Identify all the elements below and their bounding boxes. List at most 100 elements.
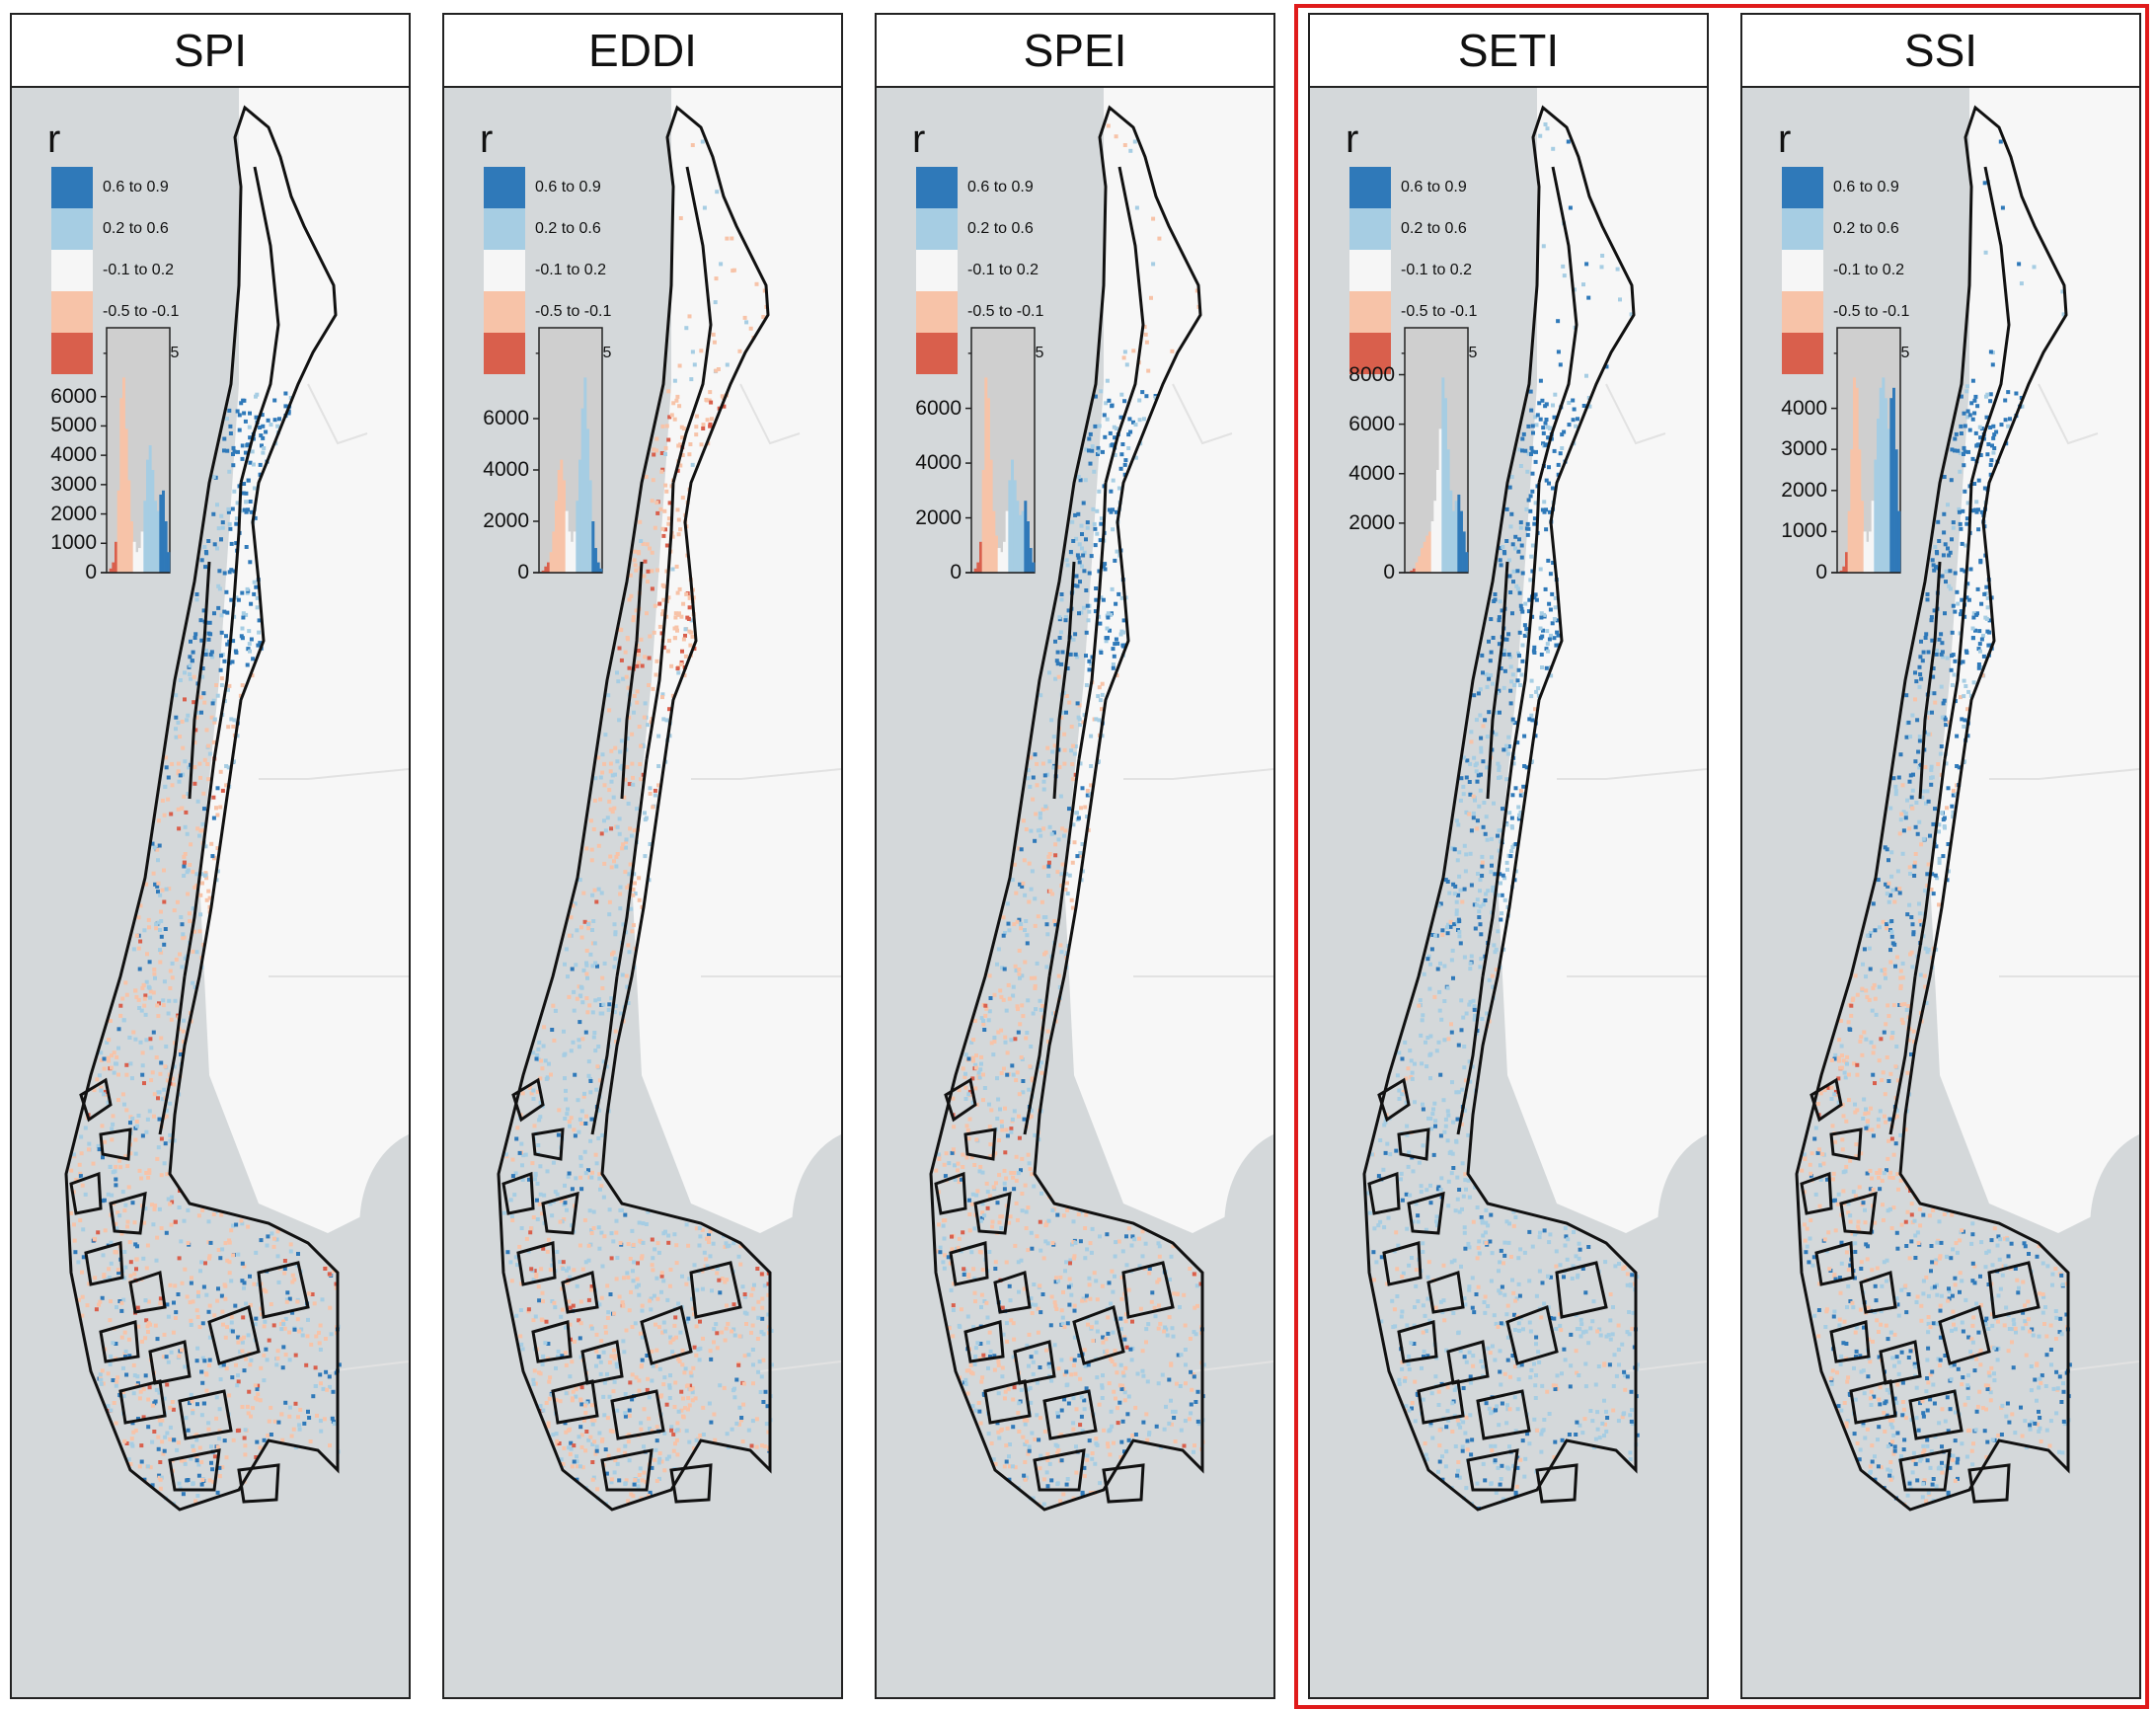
legend-swatch <box>484 167 525 208</box>
atlantic-bay-south <box>1624 1401 1707 1589</box>
island-outline <box>1555 1261 1608 1319</box>
island-outline <box>1859 1271 1897 1314</box>
region-boundary <box>1510 482 1541 760</box>
region-boundary <box>158 975 187 1135</box>
histogram-bar <box>1413 568 1416 573</box>
land-background <box>1498 88 1707 1233</box>
histogram-bar <box>1853 377 1856 573</box>
region-boundary <box>1104 166 1145 484</box>
legend-swatch <box>51 208 93 250</box>
histogram-tick-label: 5000 <box>50 414 97 437</box>
legend-item: 0.6 to 0.9 <box>484 167 681 208</box>
legend-title: r <box>912 117 926 161</box>
island-outline <box>1397 1320 1438 1363</box>
histogram-bar <box>1850 449 1854 573</box>
island-outline <box>1908 1389 1964 1440</box>
island-outline <box>516 1241 557 1286</box>
histogram-tick-label: 0 <box>85 561 97 583</box>
histogram-bar <box>143 501 147 573</box>
legend-swatch <box>1782 167 1823 208</box>
histogram-bar <box>1858 449 1862 573</box>
histogram-tick-label: 6000 <box>483 407 529 429</box>
legend-swatch <box>1349 167 1391 208</box>
atlantic-bay <box>792 1134 841 1282</box>
histogram-bar <box>1428 531 1431 573</box>
histogram-bar <box>1457 494 1461 573</box>
legend-item: 0.6 to 0.9 <box>1349 167 1547 208</box>
map-panel-spi: SPI r 0.6 to 0.9 0.2 to 0.6 -0.1 to 0.2 -0.5 … <box>10 13 411 1699</box>
region-boundary <box>1047 758 1081 977</box>
map-panel-ssi: SSI r 0.6 to 0.9 0.2 to 0.6 -0.1 to 0.2 -0.5 … <box>1740 13 2141 1699</box>
histogram-bar <box>156 510 160 573</box>
histogram-tick-label: 1000 <box>1781 519 1827 543</box>
histogram-bar <box>549 552 553 573</box>
island-outline <box>1987 1261 2040 1319</box>
atlantic-bay <box>2090 1134 2139 1282</box>
histogram-inset: 4000 3000 2000 1000 0 <box>1742 88 1940 641</box>
histogram-bar <box>1444 398 1447 573</box>
island-outline <box>1397 1127 1430 1161</box>
island-outline <box>99 1320 140 1363</box>
histogram-bar <box>1003 541 1006 573</box>
island-outline <box>1407 1191 1445 1235</box>
country-outline <box>1795 105 2070 1512</box>
histogram-bar <box>167 552 171 573</box>
island-outline <box>1829 1127 1863 1161</box>
histogram-tick-label: 0 <box>1815 561 1827 583</box>
legend-item: -0.5 to -0.1 <box>1782 291 1979 333</box>
panel-title: SSI <box>1742 15 2139 88</box>
region-boundary <box>1456 975 1485 1135</box>
histogram-bar <box>995 535 998 573</box>
legend-label: -0.1 to 0.2 <box>535 262 607 278</box>
histogram-bar <box>1000 552 1004 573</box>
island-outline <box>1446 1340 1490 1385</box>
map-area: r 0.6 to 0.9 0.2 to 0.6 -0.1 to 0.2 -0.5 to … <box>444 88 841 1697</box>
island-outline <box>1814 1241 1855 1286</box>
histogram-inset: 6000 5000 4000 3000 2000 1000 0 <box>12 88 209 641</box>
legend-item: 0.6 to 0.9 <box>51 167 249 208</box>
region-boundary <box>1052 561 1076 800</box>
legend-swatch <box>916 167 958 208</box>
legend-swatch <box>484 208 525 250</box>
country-borders <box>1123 383 1273 1372</box>
island-outline <box>1839 1191 1878 1235</box>
island-outline <box>600 1448 654 1492</box>
legend-item: 0.2 to 0.6 <box>1782 208 1979 250</box>
histogram-bar <box>135 552 139 573</box>
region-boundary <box>212 482 243 760</box>
histogram-tick-label: 4000 <box>1781 396 1827 420</box>
legend-label: 0.2 to 0.6 <box>535 220 601 237</box>
histogram-bar <box>1436 470 1439 573</box>
histogram-bar <box>596 562 600 573</box>
legend-item: -0.5 to -0.1 <box>484 291 681 333</box>
island-outline <box>1505 1304 1559 1365</box>
region-boundary <box>1023 975 1051 1135</box>
legend-item: -0.1 to 0.2 <box>1782 250 1979 291</box>
histogram-bar <box>987 398 990 573</box>
legend-swatch <box>1782 291 1823 333</box>
histogram-bar <box>1013 480 1017 573</box>
legend-label: 0.6 to 0.9 <box>103 179 169 195</box>
histogram-bar <box>979 541 982 573</box>
histogram-bar <box>1011 459 1014 573</box>
histogram-bar <box>573 531 577 573</box>
island-outline <box>1938 1304 1991 1365</box>
land-background <box>632 88 841 1233</box>
histogram-bar <box>122 377 125 573</box>
region-boundary <box>1481 758 1514 977</box>
legend-label: 0.2 to 0.6 <box>1401 220 1467 237</box>
region-boundary <box>1888 975 1917 1135</box>
region-boundary <box>1077 482 1108 760</box>
island-outline <box>973 1191 1012 1235</box>
region-boundary <box>1918 561 1942 800</box>
histogram-bar <box>154 501 157 573</box>
region-boundary <box>615 758 649 977</box>
histogram-svg <box>1399 327 1469 574</box>
histogram-tick-label: 6000 <box>915 396 962 420</box>
legend-label: -0.5 to -0.1 <box>1833 303 1910 320</box>
island-outline <box>118 1379 167 1425</box>
histogram-bar <box>1446 449 1450 573</box>
histogram-bar <box>162 490 165 573</box>
island-outline <box>1800 1171 1833 1215</box>
legend-label: -0.1 to 0.2 <box>1401 262 1473 278</box>
